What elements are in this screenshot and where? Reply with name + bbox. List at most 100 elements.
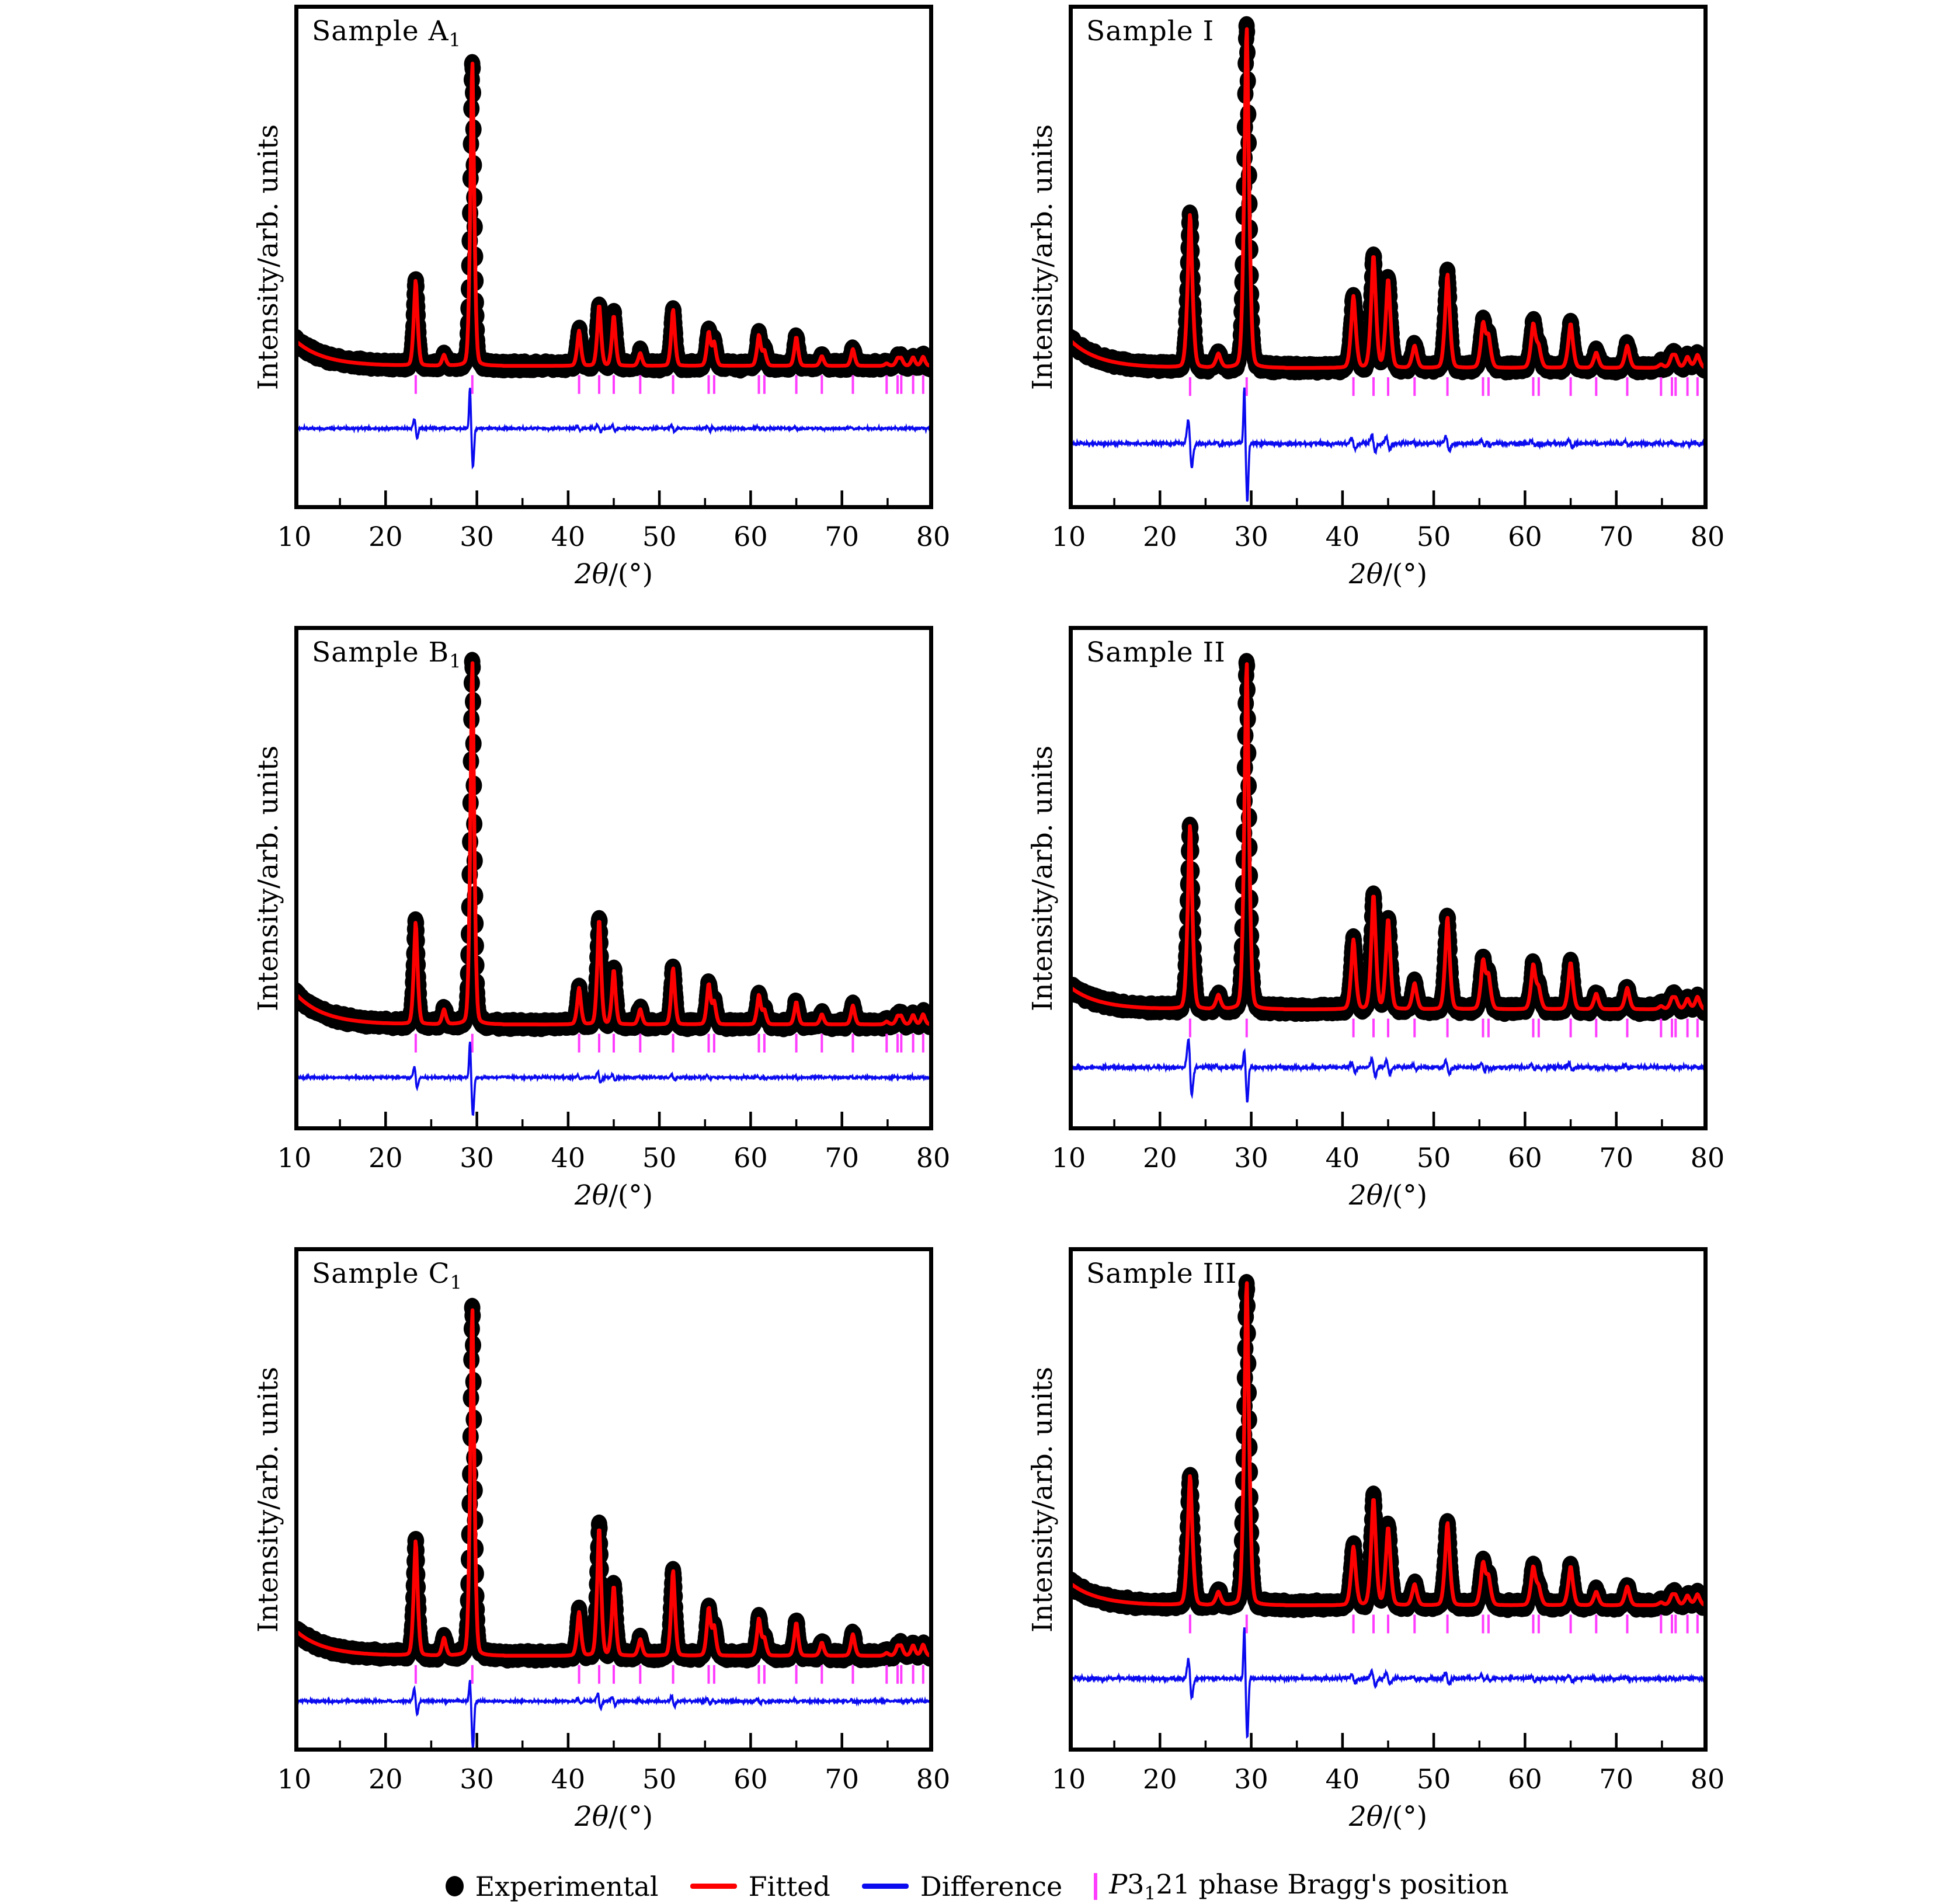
y-axis-label: Intensity/arb. units	[1017, 5, 1069, 509]
x-tick-label: 20	[1143, 521, 1177, 552]
x-tick-label: 30	[1234, 521, 1268, 552]
x-tick-label: 10	[277, 1763, 312, 1795]
x-tick-label: 30	[460, 1763, 494, 1795]
legend-label-experimental: Experimental	[475, 1871, 659, 1902]
bragg-ticks	[1190, 377, 1698, 396]
experimental-points	[1069, 16, 1708, 381]
plot-border	[297, 628, 931, 1129]
y-axis-label: Intensity/arb. units	[243, 1247, 294, 1752]
plot-border	[1071, 628, 1706, 1129]
x-tick-label: 70	[825, 1763, 859, 1795]
x-tick-label: 70	[825, 1142, 859, 1174]
fitted-line-icon	[690, 1884, 737, 1889]
fitted-curve	[294, 1310, 933, 1656]
x-axis-label: 2θ/(°)	[294, 558, 933, 593]
sample-label: Sample B1	[312, 636, 462, 672]
fitted-curve	[294, 663, 933, 1025]
plot-border	[297, 7, 931, 507]
x-tick-label: 40	[1326, 1142, 1360, 1174]
x-axis-ticks	[340, 490, 888, 507]
x-tick-label: 20	[368, 521, 403, 552]
x-tick-label: 10	[1052, 1142, 1086, 1174]
y-axis-label: Intensity/arb. units	[243, 626, 294, 1130]
experimental-points	[1069, 653, 1708, 1022]
panel-row-1: Intensity/arb. units Sample A1 10 20 30 40 5…	[0, 5, 1954, 593]
x-tick-label: 60	[733, 521, 768, 552]
difference-curve	[1069, 388, 1708, 502]
sample-label: Sample C1	[312, 1258, 463, 1293]
x-tick-label: 60	[733, 1763, 768, 1795]
x-axis-ticks	[1114, 1112, 1662, 1128]
x-tick-label: 10	[1052, 521, 1086, 552]
x-tick-label: 60	[733, 1142, 768, 1174]
difference-curve	[294, 1680, 933, 1747]
x-tick-label: 70	[825, 521, 859, 552]
legend-label-difference: Difference	[920, 1871, 1062, 1902]
x-tick-label: 40	[551, 521, 586, 552]
x-tick-label: 50	[642, 521, 677, 552]
fitted-curve	[294, 64, 933, 366]
difference-line-icon	[862, 1884, 909, 1889]
x-tick-label: 10	[277, 1142, 312, 1174]
plot-border	[1071, 7, 1706, 507]
x-tick-label: 60	[1508, 1142, 1542, 1174]
x-tick-label: 40	[551, 1763, 586, 1795]
experimental-marker-icon	[446, 1876, 464, 1896]
x-tick-label: 40	[551, 1142, 586, 1174]
legend: Experimental Fitted Difference P3121 pha…	[0, 1868, 1954, 1904]
difference-curve	[1069, 1040, 1708, 1102]
legend-item-bragg: P3121 phase Bragg's position	[1094, 1868, 1508, 1904]
experimental-points	[1069, 1274, 1708, 1618]
difference-curve	[1069, 1627, 1708, 1736]
x-axis-label: 2θ/(°)	[1069, 1179, 1708, 1214]
x-tick-label: 20	[368, 1142, 403, 1174]
x-tick-label: 50	[1417, 1142, 1451, 1174]
x-tick-label: 80	[916, 521, 951, 552]
bragg-ticks	[416, 1034, 923, 1053]
x-tick-label: 50	[1417, 521, 1451, 552]
x-tick-label: 30	[460, 1142, 494, 1174]
bragg-ticks	[416, 375, 923, 394]
legend-label-fitted: Fitted	[749, 1871, 830, 1902]
x-axis-label: 2θ/(°)	[294, 1179, 933, 1214]
x-tick-label: 20	[368, 1763, 403, 1795]
x-axis-label: 2θ/(°)	[1069, 558, 1708, 593]
x-tick-label: 70	[1599, 521, 1633, 552]
x-tick-label: 10	[277, 521, 312, 552]
x-tick-label: 80	[1691, 1763, 1725, 1795]
x-axis-label: 2θ/(°)	[294, 1801, 933, 1836]
x-tick-label: 30	[1234, 1763, 1268, 1795]
x-tick-label: 70	[1599, 1763, 1633, 1795]
xrd-plot-sample-c1	[294, 1247, 933, 1752]
x-axis-ticks	[340, 1112, 888, 1128]
xrd-plot-sample-ii	[1069, 626, 1708, 1130]
x-axis-ticks	[340, 1733, 888, 1749]
x-axis-ticks	[1114, 490, 1662, 507]
xrd-plot-sample-a1	[294, 5, 933, 509]
sample-label: Sample II	[1086, 636, 1226, 672]
difference-curve	[294, 1042, 933, 1115]
x-tick-label: 60	[1508, 521, 1542, 552]
panel-sample-b1: Intensity/arb. units Sample B1 10 20 30 40 5…	[243, 626, 933, 1214]
x-tick-label: 10	[1052, 1763, 1086, 1795]
xrd-plot-sample-b1	[294, 626, 933, 1130]
xrd-plot-sample-i	[1069, 5, 1708, 509]
bragg-ticks	[1190, 1019, 1698, 1038]
x-tick-label: 80	[1691, 1142, 1725, 1174]
xrd-plot-sample-iii	[1069, 1247, 1708, 1752]
bragg-ticks	[416, 1665, 923, 1684]
x-tick-label: 50	[642, 1142, 677, 1174]
bragg-tick-icon	[1094, 1873, 1097, 1900]
y-axis-label: Intensity/arb. units	[243, 5, 294, 509]
sample-label: Sample I	[1086, 15, 1214, 51]
legend-item-difference: Difference	[862, 1871, 1062, 1902]
sample-label: Sample A1	[312, 15, 461, 51]
